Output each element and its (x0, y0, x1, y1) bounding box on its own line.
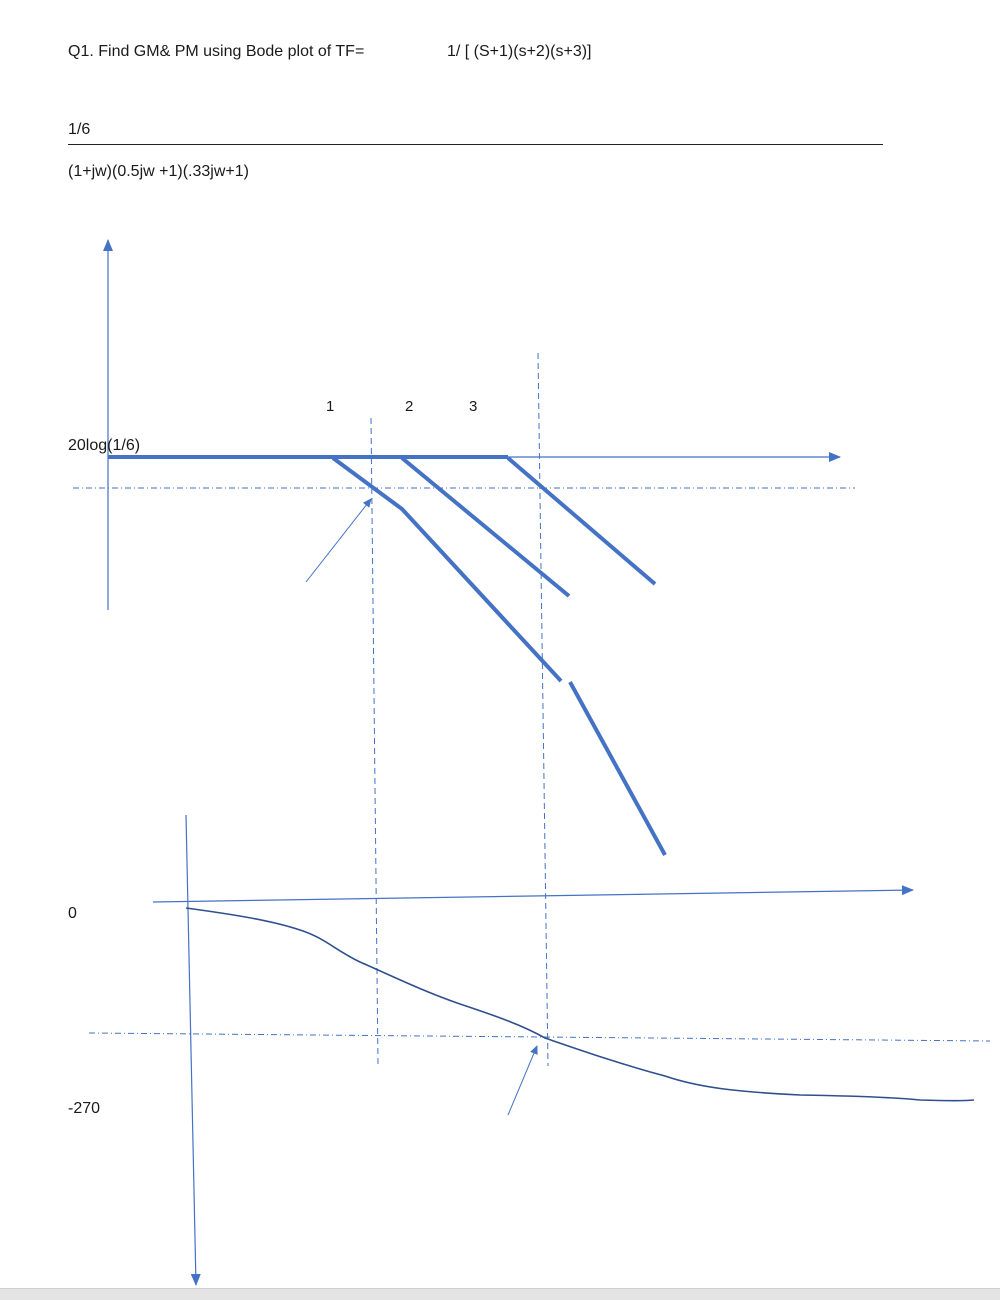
question-text: Q1. Find GM& PM using Bode plot of TF= (68, 43, 365, 60)
corner-frequency-2: 2 (405, 398, 414, 415)
phase-curve (185, 907, 975, 1102)
phase-crossover-dashed-line (537, 352, 549, 1067)
fraction-denominator: (1+jw)(0.5jw +1)(.33jw+1) (68, 163, 249, 180)
transfer-function: 1/ [ (S+1)(s+2)(s+3)] (447, 43, 592, 60)
composite-magnitude-tail (568, 681, 667, 856)
gain-crossover-arrow (305, 498, 372, 583)
composite-magnitude-asymptote (331, 456, 563, 683)
phase-minus-270-label: -270 (68, 1100, 101, 1117)
bottom-scroll-edge (0, 1288, 1000, 1300)
corner-frequency-3: 3 (469, 398, 478, 415)
phase-y-axis (185, 814, 201, 1286)
asymptote-pole-3 (506, 456, 657, 586)
fraction-numerator: 1/6 (68, 121, 91, 138)
phase-x-axis (152, 885, 914, 903)
fraction-bar (68, 144, 883, 145)
corner-frequency-1: 1 (326, 398, 335, 415)
gain-label: 20log(1/6) (68, 437, 141, 454)
phase-crossover-arrow (507, 1045, 538, 1116)
phase-zero-label: 0 (68, 905, 77, 922)
phase-reference-line (88, 1032, 991, 1042)
asymptote-pole-2 (400, 456, 571, 598)
gain-crossover-dashed-line (370, 417, 379, 1065)
